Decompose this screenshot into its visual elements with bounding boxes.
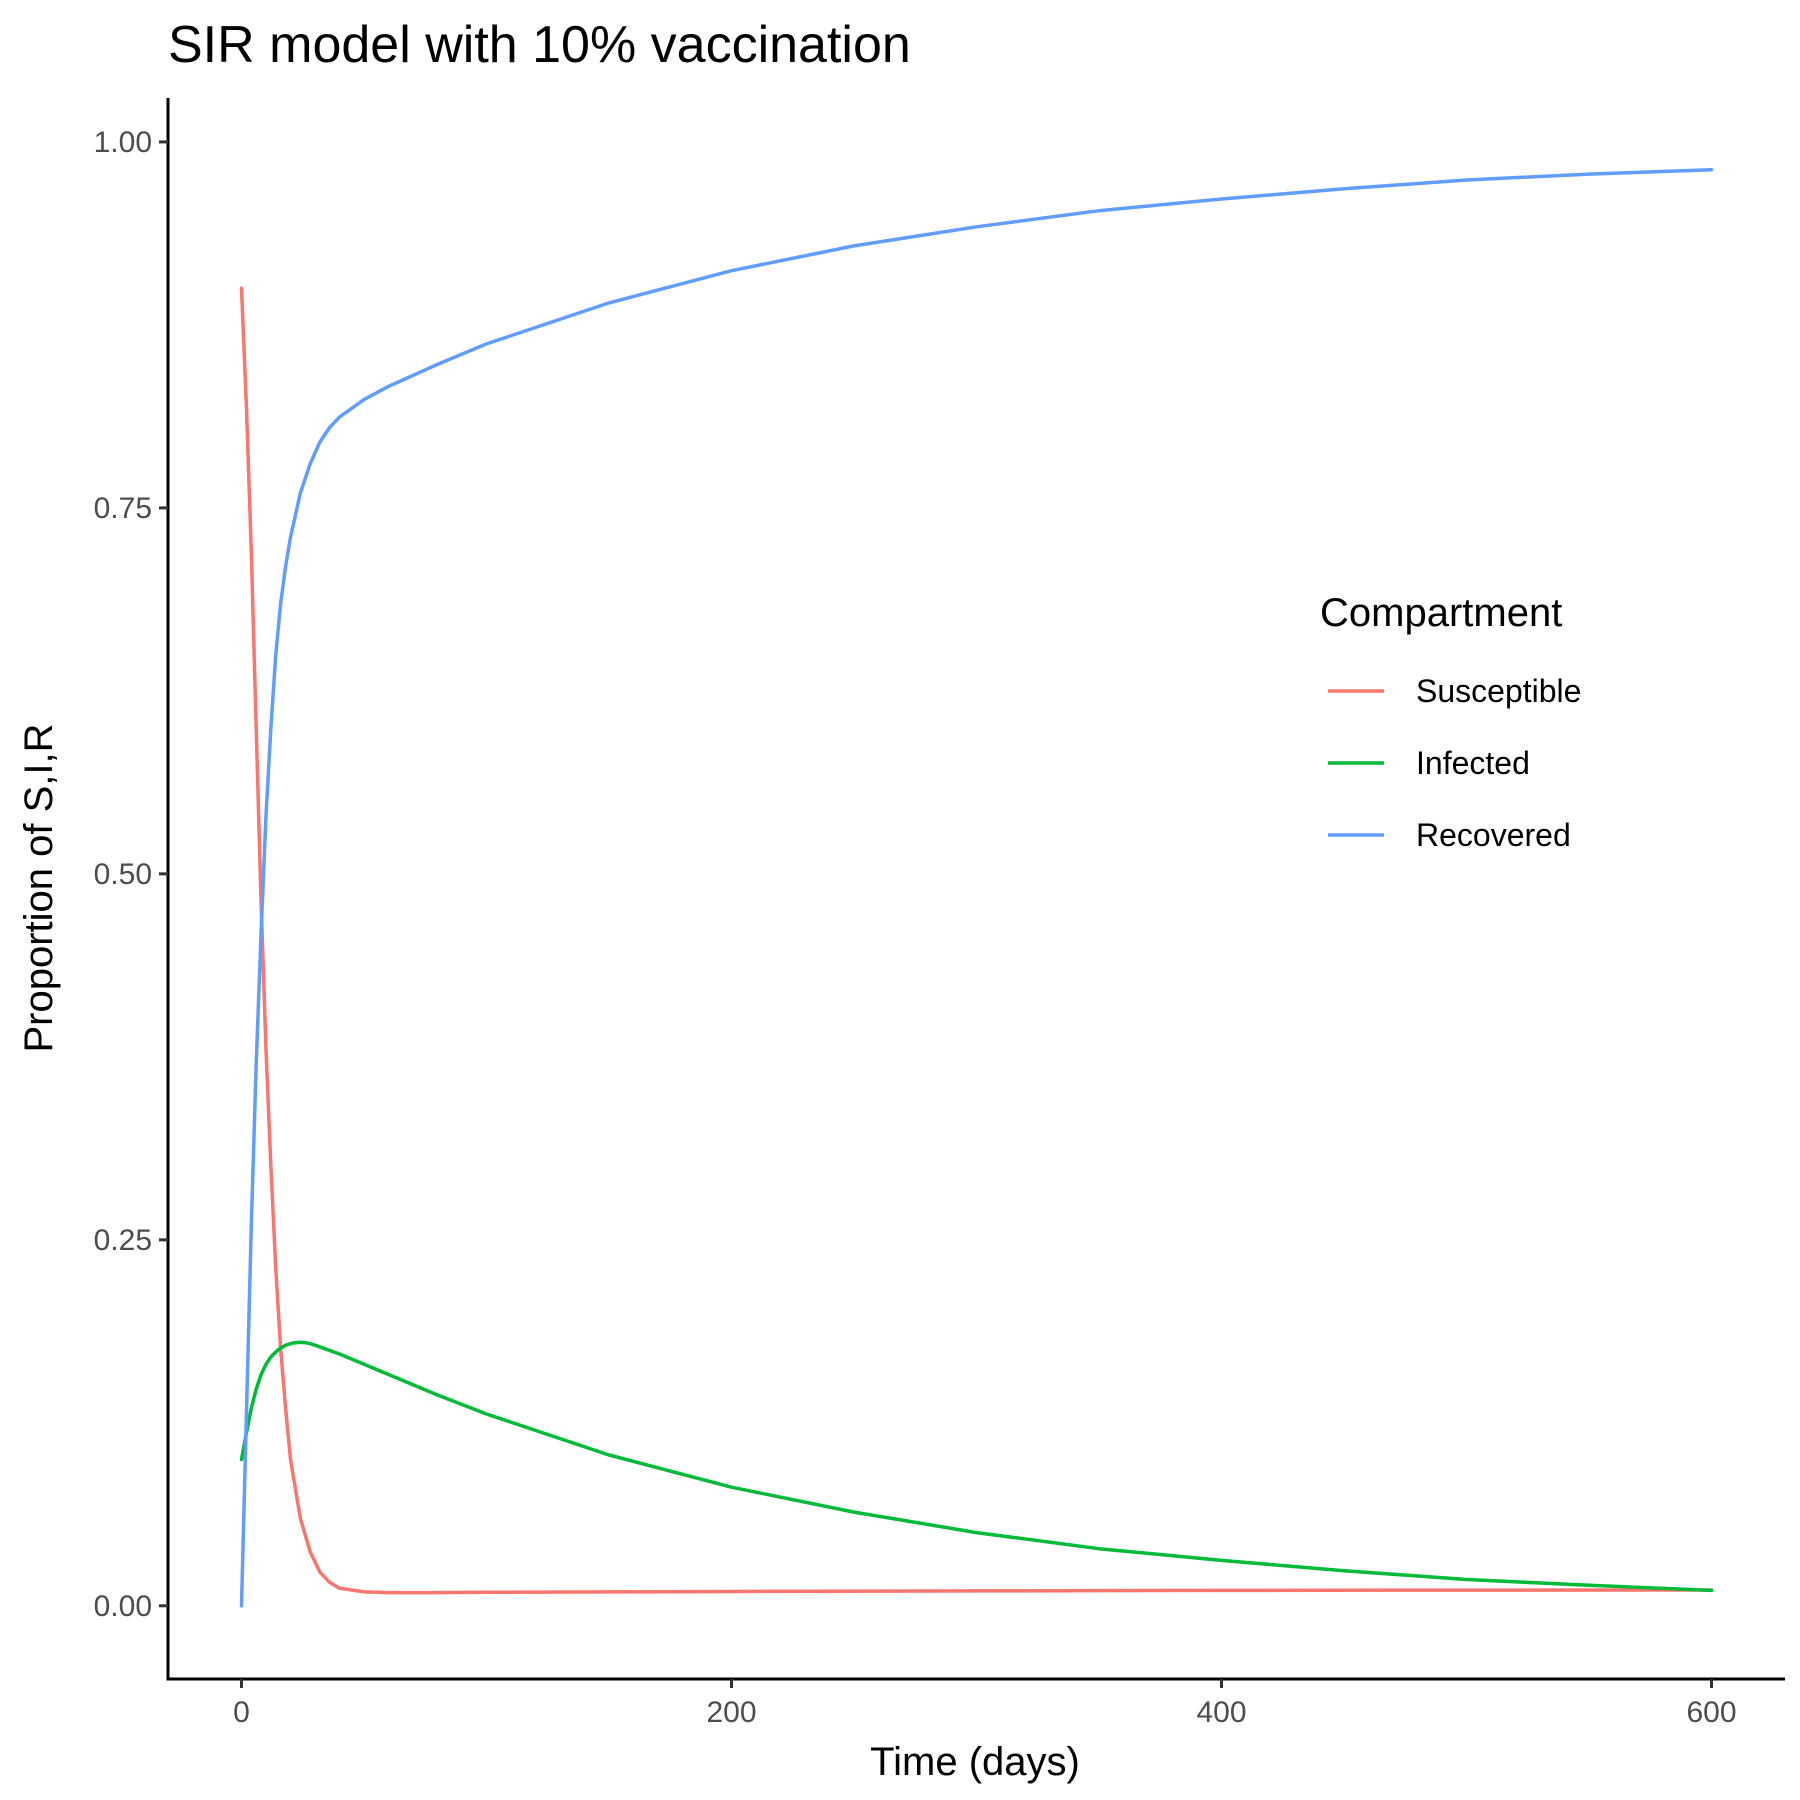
- x-tick-label: 200: [706, 1696, 756, 1729]
- legend-title: Compartment: [1320, 591, 1562, 635]
- y-tick-label: 0.75: [94, 492, 152, 525]
- series-line-susceptible: [239, 286, 1714, 1595]
- y-tick-label: 0.25: [94, 1224, 152, 1257]
- x-tick-label: 0: [233, 1696, 250, 1729]
- x-axis-title: Time (days): [870, 1740, 1080, 1784]
- plot-area: [239, 167, 1714, 1608]
- legend-label-infected: Infected: [1416, 745, 1530, 781]
- x-axis-ticks: 0 200 400 600: [233, 1679, 1737, 1729]
- series-line-infected: [239, 1340, 1714, 1593]
- y-tick-label: 1.00: [94, 126, 152, 159]
- x-tick-label: 600: [1686, 1696, 1736, 1729]
- legend-label-susceptible: Susceptible: [1416, 673, 1581, 709]
- y-axis-title: Proportion of S,I,R: [17, 723, 61, 1052]
- series-line-recovered: [239, 167, 1714, 1608]
- y-axis-ticks: 0.00 0.25 0.50 0.75 1.00: [94, 126, 168, 1623]
- legend: Compartment Susceptible Infected Recovered: [1320, 591, 1581, 853]
- legend-items: Susceptible Infected Recovered: [1328, 673, 1581, 853]
- y-tick-label: 0.00: [94, 1590, 152, 1623]
- legend-label-recovered: Recovered: [1416, 817, 1571, 853]
- x-tick-label: 400: [1196, 1696, 1246, 1729]
- chart-title: SIR model with 10% vaccination: [168, 16, 911, 74]
- y-tick-label: 0.50: [94, 858, 152, 891]
